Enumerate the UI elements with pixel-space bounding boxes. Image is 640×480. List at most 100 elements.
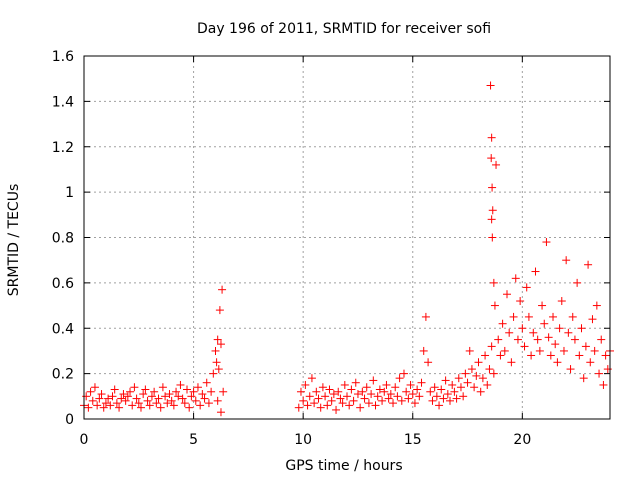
data-point-marker <box>490 301 499 310</box>
data-point-marker <box>336 394 345 403</box>
data-point-marker <box>487 342 496 351</box>
y-tick-label: 1.6 <box>52 49 74 65</box>
data-point-marker <box>467 365 476 374</box>
data-point-marker <box>486 81 495 90</box>
data-point-marker <box>465 346 474 355</box>
data-point-marker <box>115 403 124 412</box>
data-point-marker <box>393 392 402 401</box>
data-point-marker <box>522 283 531 292</box>
data-point-marker <box>487 154 496 163</box>
data-point-marker <box>362 383 371 392</box>
data-point-marker <box>570 335 579 344</box>
data-point-marker <box>461 369 470 378</box>
data-point-marker <box>117 394 126 403</box>
data-point-marker <box>413 385 422 394</box>
data-point-marker <box>108 392 117 401</box>
data-point-marker <box>323 401 332 410</box>
y-tick-label: 0.2 <box>52 367 74 383</box>
axis-ticks <box>83 55 610 420</box>
data-point-marker <box>110 385 119 394</box>
data-point-marker <box>88 396 97 405</box>
data-point-marker <box>147 392 156 401</box>
data-point-marker <box>573 278 582 287</box>
data-point-marker <box>211 346 220 355</box>
data-point-marker <box>432 392 441 401</box>
data-point-marker <box>601 351 610 360</box>
data-point-marker <box>533 335 542 344</box>
data-point-marker <box>597 335 606 344</box>
data-point-marker <box>586 358 595 367</box>
data-point-marker <box>478 374 487 383</box>
data-point-marker <box>329 390 338 399</box>
data-point-marker <box>378 396 387 405</box>
data-point-marker <box>489 369 498 378</box>
y-axis-label: SRMTID / TECUs <box>6 184 22 297</box>
data-point-marker <box>130 383 139 392</box>
data-point-marker <box>185 403 194 412</box>
y-tick-label: 0 <box>65 412 74 428</box>
data-point-marker <box>204 399 213 408</box>
data-point-marker <box>559 346 568 355</box>
data-point-marker <box>318 383 327 392</box>
data-point-marker <box>305 392 314 401</box>
data-point-marker <box>575 351 584 360</box>
data-point-marker <box>463 378 472 387</box>
data-point-marker <box>312 387 321 396</box>
data-point-marker <box>310 399 319 408</box>
data-point-marker <box>435 401 444 410</box>
data-point-marker <box>106 401 115 410</box>
data-point-marker <box>152 399 161 408</box>
data-point-marker <box>176 380 185 389</box>
data-point-marker <box>485 365 494 374</box>
data-point-marker <box>382 380 391 389</box>
data-point-marker <box>99 403 108 412</box>
data-point-marker <box>389 399 398 408</box>
data-point-marker <box>529 328 538 337</box>
data-point-marker <box>492 160 501 169</box>
data-point-marker <box>446 396 455 405</box>
data-point-marker <box>95 394 104 403</box>
data-point-marker <box>299 396 308 405</box>
data-point-marker <box>579 374 588 383</box>
data-point-marker <box>391 383 400 392</box>
y-tick-label: 1 <box>65 185 74 201</box>
data-point-marker <box>209 369 218 378</box>
data-point-marker <box>154 394 163 403</box>
data-point-marker <box>325 385 334 394</box>
data-point-marker <box>172 387 181 396</box>
data-point-marker <box>180 399 189 408</box>
data-point-marker <box>544 333 553 342</box>
data-point-marker <box>426 387 435 396</box>
data-point-marker <box>84 403 93 412</box>
data-point-marker <box>577 324 586 333</box>
data-point-marker <box>540 319 549 328</box>
x-axis-tick-labels: 0 5 10 15 20 <box>80 432 532 448</box>
data-point-marker <box>489 278 498 287</box>
data-point-marker <box>187 392 196 401</box>
data-point-marker <box>599 380 608 389</box>
y-tick-label: 0.6 <box>52 276 74 292</box>
data-point-marker <box>404 394 413 403</box>
data-point-marker <box>169 401 178 410</box>
data-point-marker <box>158 383 167 392</box>
data-point-marker <box>207 387 216 396</box>
data-point-marker <box>581 342 590 351</box>
data-point-marker <box>213 396 222 405</box>
x-axis-label: GPS time / hours <box>285 458 402 474</box>
data-point-marker <box>384 394 393 403</box>
data-point-marker <box>443 390 452 399</box>
data-point-marker <box>183 385 192 394</box>
data-point-marker <box>454 374 463 383</box>
data-point-marker <box>216 340 225 349</box>
data-point-marker <box>213 335 222 344</box>
data-point-marker <box>373 392 382 401</box>
data-point-marker <box>93 401 102 410</box>
data-point-marker <box>500 346 509 355</box>
data-point-marker <box>343 392 351 401</box>
data-point-marker <box>428 396 437 405</box>
data-point-marker <box>421 312 430 321</box>
data-point-marker <box>104 394 113 403</box>
data-point-marker <box>520 342 529 351</box>
data-point-marker <box>437 385 446 394</box>
